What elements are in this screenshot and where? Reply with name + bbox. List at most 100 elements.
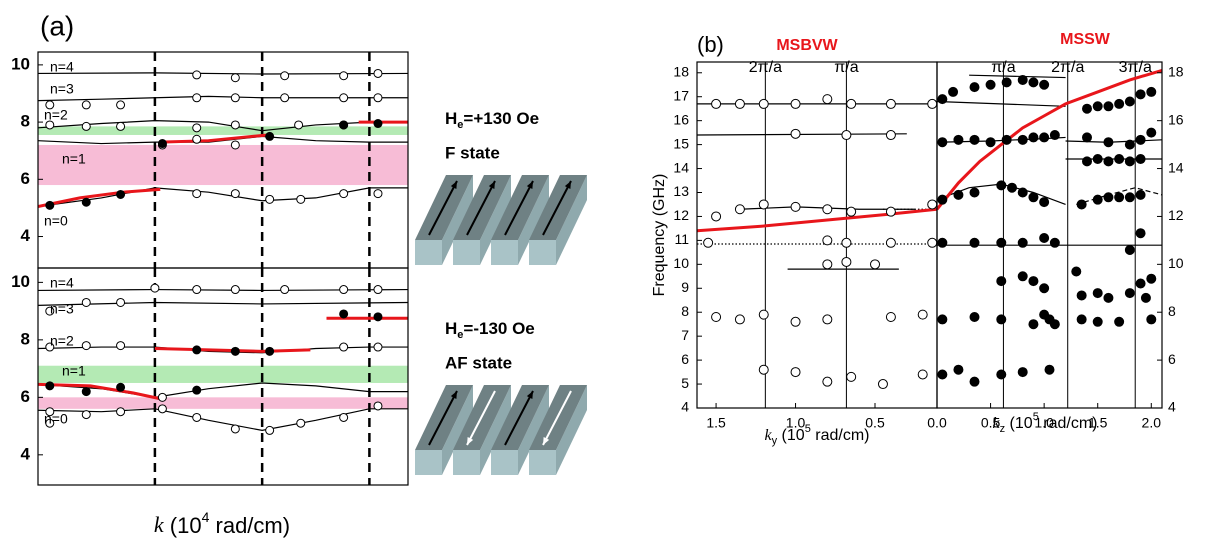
- data-point: [734, 98, 745, 109]
- data-point: [1044, 364, 1055, 375]
- data-point: [157, 139, 167, 149]
- data-point: [846, 98, 857, 109]
- annotation: n=0: [44, 411, 68, 427]
- data-point: [81, 341, 91, 351]
- data-point: [790, 98, 801, 109]
- plot-area: [38, 52, 408, 268]
- axis-sub: z: [1000, 423, 1006, 435]
- state-name: AF state: [445, 353, 512, 372]
- stripe-block: [491, 385, 549, 475]
- axis-symbol: k: [154, 512, 165, 537]
- data-point: [937, 237, 948, 248]
- block-side: [518, 385, 549, 475]
- plot-area: [937, 62, 1162, 408]
- data-point: [790, 367, 801, 378]
- data-point: [734, 314, 745, 325]
- y-tick-label: 13: [673, 183, 689, 199]
- data-point: [885, 237, 896, 248]
- data-point: [969, 82, 980, 93]
- data-point: [1092, 288, 1103, 299]
- y-tick-label: 12: [673, 207, 689, 223]
- data-point: [1028, 77, 1039, 88]
- block-side: [556, 385, 587, 475]
- data-point: [296, 418, 306, 428]
- data-point: [953, 134, 964, 145]
- data-point: [373, 68, 383, 78]
- data-point: [1092, 153, 1103, 164]
- data-point: [1124, 288, 1135, 299]
- reference-label: π/a: [991, 59, 1015, 76]
- data-point: [841, 130, 852, 141]
- data-point: [230, 73, 240, 83]
- y-tick-label: 4: [21, 444, 31, 463]
- data-point: [937, 369, 948, 380]
- y-tick-label: 15: [673, 135, 689, 151]
- data-point: [1039, 132, 1050, 143]
- data-point: [1114, 153, 1125, 164]
- data-point: [1039, 79, 1050, 90]
- curve: [937, 100, 1066, 107]
- data-point: [81, 387, 91, 397]
- data-point: [937, 194, 948, 205]
- band: [38, 126, 408, 135]
- data-point: [192, 123, 202, 133]
- data-point: [846, 206, 857, 217]
- data-point: [885, 206, 896, 217]
- data-point: [969, 312, 980, 323]
- data-point: [937, 137, 948, 148]
- frame: [37, 267, 409, 486]
- data-point: [985, 79, 996, 90]
- data-point: [1114, 192, 1125, 203]
- arrow-head: [467, 437, 474, 445]
- y-tick-label: 9: [681, 279, 689, 295]
- block-front: [415, 240, 442, 265]
- plot-area: [697, 62, 937, 408]
- stripe-block: [415, 175, 473, 265]
- data-point: [280, 71, 290, 81]
- annotation: n=1: [62, 363, 86, 379]
- y-tick-label: 6: [1168, 351, 1176, 367]
- stripe-block: [453, 385, 511, 475]
- y-tick-label: 16: [673, 111, 689, 127]
- field-sub: e: [457, 329, 463, 341]
- data-point: [45, 306, 55, 316]
- data-point: [1017, 134, 1028, 145]
- y-tick-label: 18: [1168, 63, 1184, 79]
- reference-label: 3π/a: [1119, 59, 1152, 76]
- y-tick-label: 10: [1168, 255, 1184, 271]
- frame: [936, 61, 1163, 409]
- axis-sup: 4: [202, 509, 210, 525]
- data-point: [1124, 156, 1135, 167]
- y-tick-label: 17: [673, 87, 689, 103]
- axis-text: (10: [1005, 415, 1033, 432]
- data-point: [265, 346, 275, 356]
- data-point: [192, 93, 202, 103]
- moment-arrow: [504, 180, 534, 236]
- data-point: [877, 379, 888, 390]
- data-point: [948, 86, 959, 97]
- data-point: [1049, 130, 1060, 141]
- data-point: [1007, 182, 1017, 193]
- curve: [969, 74, 1066, 79]
- data-point: [1146, 127, 1157, 138]
- moment-arrow: [428, 390, 458, 446]
- data-point: [1135, 278, 1146, 289]
- x-tick-label: 1.0: [1034, 415, 1054, 431]
- y-tick-label: 6: [21, 169, 30, 188]
- data-point: [116, 121, 126, 131]
- axis-sup: 5: [805, 423, 811, 435]
- band: [38, 144, 408, 186]
- block-side: [556, 175, 587, 265]
- data-point: [1092, 194, 1103, 205]
- y-tick-label: 8: [681, 303, 689, 319]
- data-point: [81, 100, 91, 110]
- y-tick-label: 4: [21, 226, 31, 245]
- y-tick-label: 7: [681, 327, 689, 343]
- y-tick-label: 4: [681, 399, 689, 415]
- data-point: [822, 376, 833, 387]
- data-point: [1146, 314, 1157, 325]
- data-point: [192, 385, 202, 395]
- state-field: He=-130 Oe: [445, 319, 535, 340]
